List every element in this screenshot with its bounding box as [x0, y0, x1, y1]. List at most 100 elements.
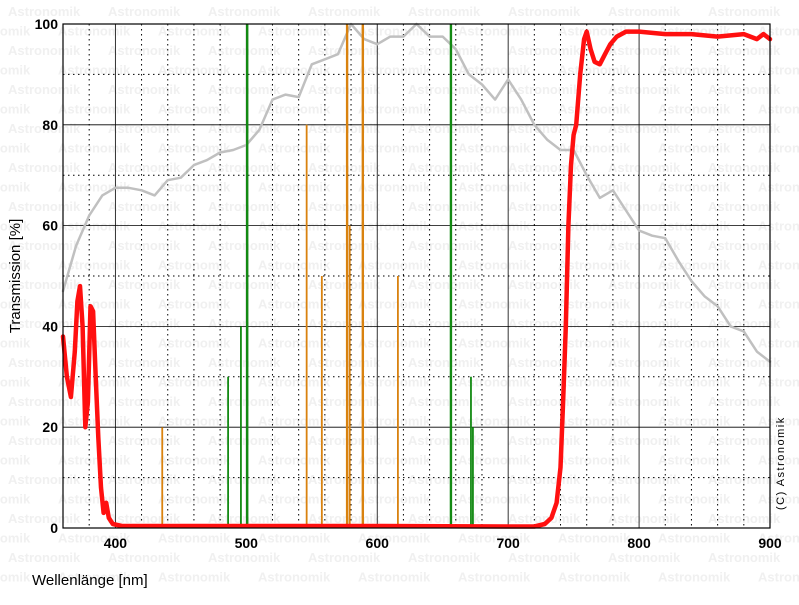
watermark-text: Astronomik — [108, 316, 181, 331]
y-tick-label: 40 — [42, 318, 58, 334]
watermark-text: Astronomik — [358, 570, 431, 585]
watermark-text: Astronomik — [358, 531, 431, 546]
watermark-text: Astronomik — [608, 160, 681, 175]
watermark-text: Astronomik — [608, 238, 681, 253]
watermark-text: Astronomik — [458, 531, 531, 546]
watermark-text: Astronomik — [408, 277, 481, 292]
watermark-text: Astronomik — [508, 199, 581, 214]
watermark-text: Astronomik — [608, 4, 681, 19]
watermark-text: Astronomik — [458, 24, 531, 39]
watermark-text: Astronomik — [708, 43, 781, 58]
watermark-text: Astronomik — [258, 453, 331, 468]
watermark-text: Astronomik — [158, 531, 231, 546]
watermark-text: Astronomik — [458, 336, 531, 351]
watermark-text: Astronomik — [358, 180, 431, 195]
watermark-text: Astronomik — [58, 414, 131, 429]
watermark-text: Astronomik — [108, 160, 181, 175]
watermark-text: Astronomik — [0, 570, 31, 585]
watermark-text: Astronomik — [758, 24, 799, 39]
watermark-text: Astronomik — [708, 472, 781, 487]
watermark-text: Astronomik — [558, 258, 631, 273]
watermark-text: Astronomik — [658, 102, 731, 117]
watermark-text: Astronomik — [0, 141, 31, 156]
watermark-text: Astronomik — [58, 141, 131, 156]
watermark-text: Astronomik — [758, 492, 799, 507]
watermark-text: Astronomik — [458, 297, 531, 312]
watermark-text: Astronomik — [708, 82, 781, 97]
watermark-text: Astronomik — [308, 4, 381, 19]
watermark-text: Astronomik — [0, 375, 31, 390]
watermark-text: Astronomik — [358, 453, 431, 468]
watermark-text: Astronomik — [408, 238, 481, 253]
watermark-text: Astronomik — [0, 492, 31, 507]
watermark-text: Astronomik — [258, 141, 331, 156]
emission-lines — [161, 24, 474, 528]
watermark-text: Astronomik — [358, 141, 431, 156]
watermark-text: Astronomik — [758, 141, 799, 156]
watermark-text: Astronomik — [158, 180, 231, 195]
watermark-text: Astronomik — [108, 277, 181, 292]
watermark-text: Astronomik — [208, 43, 281, 58]
watermark-text: Astronomik — [508, 511, 581, 526]
watermark-text: Astronomik — [608, 82, 681, 97]
watermark-text: Astronomik — [258, 258, 331, 273]
watermark-text: Astronomik — [258, 63, 331, 78]
watermark-text: Astronomik — [258, 531, 331, 546]
watermark-text: Astronomik — [708, 511, 781, 526]
x-tick-label: 600 — [366, 535, 390, 551]
watermark-text: Astronomik — [408, 160, 481, 175]
watermark-text: Astronomik — [458, 570, 531, 585]
watermark-text: Astronomik — [708, 355, 781, 370]
watermark-text: Astronomik — [658, 453, 731, 468]
watermark-text: Astronomik — [208, 511, 281, 526]
watermark-text: Astronomik — [758, 258, 799, 273]
watermark-text: Astronomik — [358, 63, 431, 78]
series-layer — [60, 29, 773, 529]
watermark-text: Astronomik — [458, 375, 531, 390]
watermark-text: Astronomik — [58, 63, 131, 78]
watermark-text: Astronomik — [258, 414, 331, 429]
watermark-text: Astronomik — [0, 102, 31, 117]
watermark-text: Astronomik — [608, 43, 681, 58]
watermark-text: Astronomik — [108, 4, 181, 19]
watermark-text: Astronomik — [158, 102, 231, 117]
watermark-text: Astronomik — [458, 492, 531, 507]
watermark-text: Astronomik — [358, 414, 431, 429]
watermark-text: Astronomik — [758, 102, 799, 117]
watermark-text: Astronomik — [208, 82, 281, 97]
watermark-text: Astronomik — [758, 375, 799, 390]
watermark-text: Astronomik — [158, 453, 231, 468]
watermark-text: Astronomik — [408, 316, 481, 331]
watermark-text: Astronomik — [558, 570, 631, 585]
watermark-text: Astronomik — [708, 277, 781, 292]
y-tick-label: 60 — [42, 218, 58, 234]
tick-labels: 400 500 600 700 800 900 0 20 40 60 80 100 — [35, 16, 782, 551]
watermark-text: Astronomik — [508, 316, 581, 331]
watermark-text: Astronomik — [408, 82, 481, 97]
x-axis-label: Wellenlänge [nm] — [32, 572, 148, 589]
watermark-text: Astronomik — [708, 238, 781, 253]
watermark-text: Astronomik — [0, 336, 31, 351]
y-tick-label: 100 — [35, 16, 59, 32]
watermark-text: Astronomik — [158, 141, 231, 156]
watermark-text: Astronomik — [208, 316, 281, 331]
watermark-text: Astronomik — [458, 414, 531, 429]
watermark-text: Astronomik — [8, 4, 81, 19]
watermark-text: Astronomik — [208, 277, 281, 292]
y-axis-label: Transmission [%] — [7, 219, 24, 333]
watermark-text: Astronomik — [608, 511, 681, 526]
plot-frame — [62, 23, 771, 529]
watermark-text: Astronomik — [158, 297, 231, 312]
watermark-text: Astronomik — [408, 433, 481, 448]
watermark-text: Astronomik — [408, 43, 481, 58]
watermark-text: Astronomik — [0, 258, 31, 273]
watermark-text: Astronomik — [658, 141, 731, 156]
watermark-text: Astronomik — [658, 531, 731, 546]
watermark-text: Astronomik — [358, 297, 431, 312]
watermark-text: Astronomik — [658, 570, 731, 585]
watermark-text: Astronomik — [158, 24, 231, 39]
watermark-text: Astronomik — [208, 199, 281, 214]
watermark-text: Astronomik — [458, 258, 531, 273]
